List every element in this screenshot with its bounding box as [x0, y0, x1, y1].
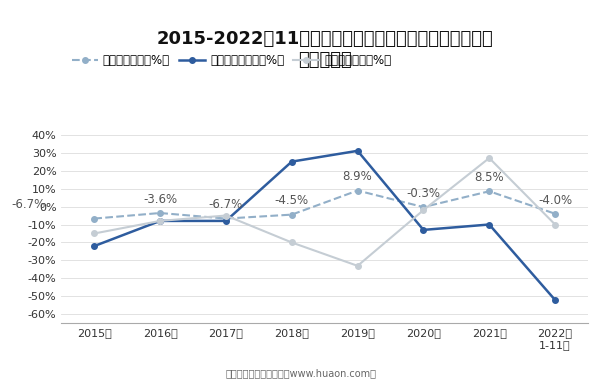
施工面积增速（%）: [420, 205, 427, 209]
竣工面积增速（%）: [552, 222, 559, 227]
Text: 8.9%: 8.9%: [343, 170, 373, 184]
新开工面积增速（%）: [288, 159, 295, 164]
新开工面积增速（%）: [223, 218, 230, 223]
新开工面积增速（%）: [354, 149, 361, 153]
竣工面积增速（%）: [288, 240, 295, 245]
施工面积增速（%）: [354, 188, 361, 193]
Text: -0.3%: -0.3%: [406, 187, 440, 200]
新开工面积增速（%）: [485, 222, 493, 227]
竣工面积增速（%）: [354, 264, 361, 268]
Text: -6.7%: -6.7%: [209, 198, 243, 211]
施工面积增速（%）: [552, 211, 559, 216]
施工面积增速（%）: [223, 216, 230, 221]
Text: -4.5%: -4.5%: [275, 195, 309, 207]
新开工面积增速（%）: [90, 244, 98, 249]
竣工面积增速（%）: [223, 213, 230, 218]
Text: -3.6%: -3.6%: [143, 193, 177, 206]
竣工面积增速（%）: [485, 156, 493, 160]
施工面积增速（%）: [485, 189, 493, 193]
新开工面积增速（%）: [552, 298, 559, 302]
竣工面积增速（%）: [156, 218, 163, 223]
Line: 竣工面积增速（%）: 竣工面积增速（%）: [92, 155, 558, 269]
Text: -4.0%: -4.0%: [538, 193, 572, 207]
Title: 2015-2022年11月内蒙古自治区商品住宅施工与竣工面积
增速统计图: 2015-2022年11月内蒙古自治区商品住宅施工与竣工面积 增速统计图: [156, 30, 493, 69]
Line: 施工面积增速（%）: 施工面积增速（%）: [92, 188, 558, 222]
新开工面积增速（%）: [420, 228, 427, 232]
Text: 8.5%: 8.5%: [475, 171, 504, 184]
Line: 新开工面积增速（%）: 新开工面积增速（%）: [92, 148, 558, 303]
施工面积增速（%）: [156, 211, 163, 215]
施工面积增速（%）: [288, 212, 295, 217]
施工面积增速（%）: [90, 216, 98, 221]
Text: -6.7%: -6.7%: [11, 198, 46, 211]
竣工面积增速（%）: [90, 231, 98, 236]
Text: 制图：华经产业研究院（www.huaon.com）: 制图：华经产业研究院（www.huaon.com）: [226, 368, 377, 378]
竣工面积增速（%）: [420, 208, 427, 212]
Legend: 施工面积增速（%）, 新开工面积增速（%）, 竣工面积增速（%）: 施工面积增速（%）, 新开工面积增速（%）, 竣工面积增速（%）: [68, 49, 396, 71]
新开工面积增速（%）: [156, 218, 163, 223]
